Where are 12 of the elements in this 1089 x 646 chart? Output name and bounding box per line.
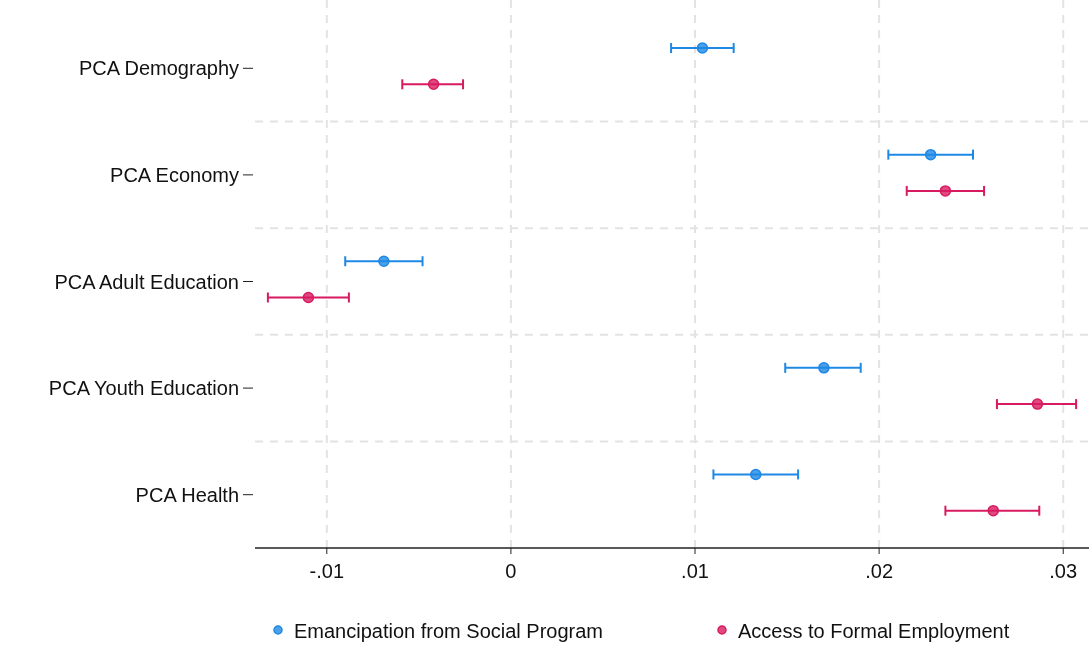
y-tick-label: PCA Health <box>135 483 239 506</box>
x-tick-label: .02 <box>865 560 894 582</box>
x-tick-label: .01 <box>681 560 709 582</box>
x-tick-label: -.01 <box>309 560 345 582</box>
legend-label: Access to Formal Employment <box>738 620 1010 642</box>
x-tick-label: .03 <box>1049 560 1078 582</box>
x-tick-label: 0 <box>505 560 517 582</box>
y-tick-label: PCA Youth Education <box>48 377 239 400</box>
y-tick-label: PCA Adult Education <box>54 270 239 293</box>
y-tick-label: PCA Demography <box>78 57 239 80</box>
y-tick-label: PCA Economy <box>110 163 239 186</box>
legend-label: Emancipation from Social Program <box>294 620 604 642</box>
